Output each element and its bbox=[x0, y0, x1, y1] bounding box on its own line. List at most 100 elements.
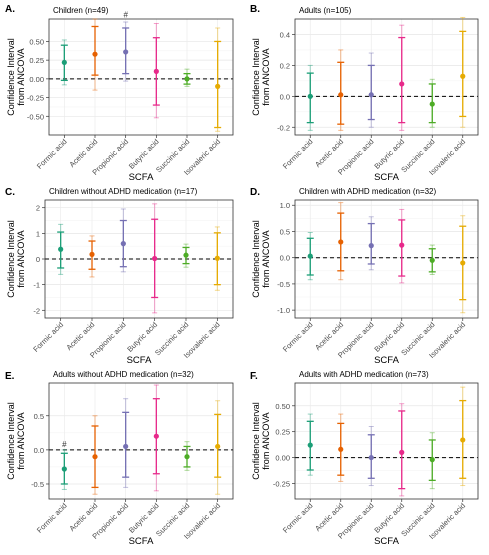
x-tick-label: Formic acid bbox=[31, 320, 65, 354]
point-estimate bbox=[92, 454, 98, 460]
y-axis-label: Confidence Interval bbox=[6, 220, 16, 298]
point-estimate bbox=[58, 246, 64, 252]
panel-border bbox=[48, 18, 234, 136]
y-tick-label: 0.50 bbox=[275, 402, 290, 411]
panel-title: Adults (n=105) bbox=[299, 6, 352, 15]
x-axis-label: SCFA bbox=[374, 172, 399, 183]
y-tick-label: -2 bbox=[33, 306, 40, 315]
point-estimate bbox=[215, 443, 221, 450]
x-tick-label: Acetic acid bbox=[64, 320, 96, 352]
x-axis-label: SCFA bbox=[374, 355, 399, 366]
y-axis-label: Confidence Interval bbox=[6, 38, 16, 116]
y-tick-label: 1 bbox=[36, 229, 40, 238]
point-estimate bbox=[123, 49, 129, 55]
y-tick-label: -0.5 bbox=[31, 480, 44, 489]
point-estimate bbox=[153, 68, 159, 74]
y-tick-label: -0.2 bbox=[277, 123, 290, 132]
point-estimate bbox=[460, 437, 466, 443]
y-axis-label: from ANCOVA bbox=[16, 412, 26, 469]
point-estimate bbox=[184, 454, 190, 460]
y-axis-label: Confidence Interval bbox=[6, 402, 16, 480]
panel-title: Children (n=49) bbox=[53, 6, 109, 15]
point-estimate bbox=[429, 457, 435, 463]
chart-panel-5: F. Adults with ADHD medication (n=73) 0.50… bbox=[250, 370, 479, 547]
point-estimate bbox=[338, 446, 344, 452]
y-axis-label: Confidence Interval bbox=[251, 402, 261, 480]
point-estimate bbox=[338, 92, 344, 98]
panel-label: A. bbox=[5, 4, 15, 15]
point-estimate bbox=[123, 443, 129, 450]
x-tick-label: Formic acid bbox=[35, 501, 69, 535]
x-tick-label: Formic acid bbox=[281, 501, 315, 535]
chart-panel-4: E. Adults without ADHD medication (n=32) 0… bbox=[5, 370, 234, 547]
y-tick-label: 0.00 bbox=[275, 454, 290, 463]
x-tick-label: Acetic acid bbox=[313, 501, 345, 533]
x-axis-label: SCFA bbox=[129, 172, 154, 183]
panel-label: E. bbox=[5, 371, 15, 382]
y-tick-label: -0.50 bbox=[27, 112, 44, 121]
panel-title: Adults without ADHD medication (n=32) bbox=[53, 370, 194, 379]
x-axis-label: SCFA bbox=[127, 355, 152, 366]
chart-panel-2: C. Children without ADHD medication (n=17… bbox=[5, 187, 234, 366]
point-estimate bbox=[214, 255, 220, 261]
panel-label: D. bbox=[250, 187, 260, 198]
point-estimate bbox=[399, 242, 405, 248]
y-tick-label: -0.25 bbox=[27, 94, 44, 103]
chart-panel-3: D. Children with ADHD medication (n=32) 1.… bbox=[250, 187, 479, 366]
panel-label: B. bbox=[250, 4, 260, 15]
y-tick-label: 0.5 bbox=[34, 412, 44, 421]
y-tick-label: 0.2 bbox=[280, 61, 290, 70]
y-tick-label: 0.4 bbox=[280, 30, 290, 39]
panel-border bbox=[294, 18, 479, 136]
y-tick-label: -1 bbox=[33, 281, 40, 290]
point-estimate bbox=[429, 101, 435, 107]
point-estimate bbox=[61, 466, 67, 472]
y-tick-label: 0.0 bbox=[280, 254, 290, 263]
y-tick-label: 0.50 bbox=[29, 37, 44, 46]
point-estimate bbox=[215, 83, 221, 89]
y-tick-label: -0.5 bbox=[277, 280, 290, 289]
x-axis-label: SCFA bbox=[129, 536, 154, 547]
point-estimate bbox=[429, 257, 435, 263]
y-tick-label: -0.25 bbox=[273, 479, 290, 488]
panel-label: C. bbox=[5, 187, 15, 198]
y-tick-label: 0 bbox=[36, 255, 40, 264]
x-tick-label: Formic acid bbox=[281, 137, 315, 171]
point-estimate bbox=[184, 76, 190, 82]
panel-title: Children with ADHD medication (n=32) bbox=[299, 187, 437, 196]
y-axis-label: Confidence Interval bbox=[251, 38, 261, 116]
point-estimate bbox=[399, 449, 405, 455]
point-estimate bbox=[120, 241, 126, 247]
y-tick-label: 0.00 bbox=[29, 75, 44, 84]
x-tick-label: Acetic acid bbox=[313, 137, 345, 169]
point-estimate bbox=[183, 252, 189, 258]
point-estimate bbox=[152, 255, 158, 262]
point-estimate bbox=[307, 442, 313, 448]
y-axis-label: from ANCOVA bbox=[261, 230, 271, 287]
chart-panel-1: B. Adults (n=105) 0.4 0.2 0.0 -0.2 Confidence … bbox=[250, 4, 479, 183]
point-estimate bbox=[61, 59, 67, 66]
y-tick-label: 0.25 bbox=[275, 428, 290, 437]
point-estimate bbox=[399, 81, 405, 87]
y-axis-label: from ANCOVA bbox=[261, 412, 271, 469]
y-tick-label: 0.25 bbox=[29, 56, 44, 65]
y-axis-label: from ANCOVA bbox=[16, 230, 26, 287]
point-estimate bbox=[307, 253, 313, 259]
panel-title: Children without ADHD medication (n=17) bbox=[49, 187, 198, 196]
panel-border bbox=[294, 382, 479, 500]
panel-border bbox=[294, 199, 479, 319]
x-axis-label: SCFA bbox=[374, 536, 399, 547]
x-tick-label: Acetic acid bbox=[313, 320, 345, 352]
point-estimate bbox=[338, 239, 344, 245]
y-axis-label: Confidence Interval bbox=[251, 220, 261, 298]
chart-panel-0: A. Children (n=49) 0.50 0.25 0.00 -0.25 -0.50 C… bbox=[5, 4, 234, 183]
point-estimate bbox=[307, 93, 313, 99]
point-estimate bbox=[368, 243, 374, 249]
y-tick-label: -1.0 bbox=[277, 306, 290, 315]
y-tick-label: 1.0 bbox=[280, 201, 290, 210]
x-tick-label: Formic acid bbox=[35, 137, 69, 171]
significance-marker: # bbox=[62, 440, 67, 449]
point-estimate bbox=[460, 260, 466, 266]
point-estimate bbox=[89, 251, 95, 257]
